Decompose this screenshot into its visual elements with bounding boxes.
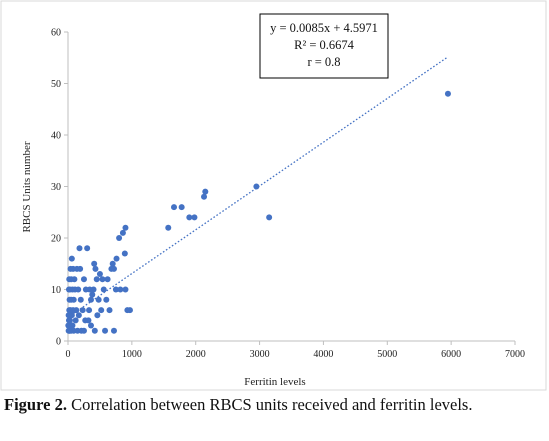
- y-tick-label: 50: [51, 79, 61, 90]
- data-point: [253, 183, 260, 190]
- y-tick-label: 10: [51, 285, 61, 296]
- data-point: [122, 286, 129, 293]
- data-point: [108, 265, 115, 272]
- data-point: [121, 250, 128, 257]
- data-point: [75, 312, 82, 319]
- data-point: [113, 255, 120, 262]
- data-point: [266, 214, 273, 221]
- data-point: [82, 286, 89, 293]
- data-point: [122, 224, 129, 231]
- data-point: [126, 307, 133, 314]
- y-tick-label: 20: [51, 234, 61, 245]
- y-axis-title: RBCS Units number: [21, 141, 33, 232]
- x-tick-label: 5000: [377, 349, 397, 360]
- y-tick-label: 30: [51, 182, 61, 193]
- data-points: [65, 90, 451, 334]
- equation-box-border: [259, 13, 389, 79]
- data-point: [87, 296, 94, 303]
- data-point: [94, 312, 101, 319]
- data-point: [103, 296, 110, 303]
- x-tick-labels: 0 1000 2000 3000 4000 5000 6000 7000: [66, 341, 525, 360]
- data-point: [96, 271, 103, 278]
- data-point: [89, 291, 96, 298]
- r-squared-text: R² = 0.6674: [294, 38, 355, 52]
- data-point: [100, 286, 107, 293]
- data-point: [66, 276, 73, 283]
- data-point: [116, 235, 123, 241]
- data-point: [68, 255, 75, 262]
- x-tick-label: 7000: [505, 349, 525, 360]
- data-point: [202, 188, 209, 195]
- x-tick-label: 6000: [441, 349, 461, 360]
- y-tick-label: 60: [51, 28, 61, 39]
- caption-text: Correlation between RBCS units received …: [66, 395, 473, 414]
- data-point: [98, 307, 105, 314]
- data-point: [95, 296, 102, 303]
- data-point: [84, 245, 91, 252]
- x-tick-label: 1000: [122, 349, 142, 360]
- x-tick-label: 2000: [186, 349, 206, 360]
- data-point: [72, 317, 79, 324]
- data-point: [77, 296, 84, 303]
- data-point: [93, 276, 100, 283]
- x-tick-label: 3000: [250, 349, 270, 360]
- data-point: [201, 193, 208, 200]
- data-point: [65, 322, 72, 329]
- x-axis-title: Ferritin levels: [244, 376, 305, 388]
- data-point: [67, 265, 74, 272]
- data-point: [191, 214, 198, 221]
- y-tick-label: 0: [56, 337, 61, 348]
- data-point: [186, 214, 193, 221]
- y-tick-label: 40: [51, 131, 61, 142]
- data-point: [78, 327, 85, 334]
- trendline-equation-box: y = 0.0085x + 4.5971 R² = 0.6674 r = 0.8: [259, 13, 389, 79]
- data-point: [99, 276, 106, 283]
- y-tick-labels: 0 10 20 30 40 50 60: [51, 28, 68, 348]
- data-point: [444, 90, 451, 97]
- data-point: [102, 327, 109, 334]
- data-point: [109, 260, 116, 267]
- data-point: [65, 327, 72, 334]
- data-point: [117, 286, 124, 293]
- data-point: [110, 327, 117, 334]
- data-point: [106, 307, 113, 314]
- r-text: r = 0.8: [307, 55, 340, 69]
- data-point: [66, 307, 73, 314]
- data-point: [80, 276, 87, 283]
- figure-caption: Figure 2. Correlation between RBCS units…: [4, 394, 545, 415]
- data-point: [92, 265, 99, 272]
- data-point: [86, 307, 93, 314]
- data-point: [82, 317, 89, 324]
- data-point: [91, 260, 98, 267]
- figure-label: Figure 2.: [4, 395, 67, 414]
- x-tick-label: 4000: [313, 349, 333, 360]
- data-point: [66, 296, 73, 303]
- chart-area: 0 1000 2000 3000 4000 5000 6000 7000 0 10 20 30 40 5…: [0, 0, 547, 391]
- x-tick-label: 0: [66, 349, 71, 360]
- data-point: [178, 204, 185, 211]
- data-point: [119, 229, 126, 236]
- data-point: [165, 224, 172, 231]
- data-point: [171, 204, 178, 211]
- data-point: [76, 245, 83, 252]
- data-point: [65, 286, 72, 293]
- data-point: [65, 317, 72, 324]
- data-point: [91, 327, 98, 334]
- scatter-chart: 0 1000 2000 3000 4000 5000 6000 7000 0 10 20 30 40 5…: [0, 0, 547, 391]
- trend-line: [67, 56, 449, 318]
- data-point: [65, 312, 72, 319]
- data-point: [104, 276, 111, 283]
- data-point: [87, 322, 94, 329]
- equation-text: y = 0.0085x + 4.5971: [270, 21, 378, 35]
- data-point: [112, 286, 119, 293]
